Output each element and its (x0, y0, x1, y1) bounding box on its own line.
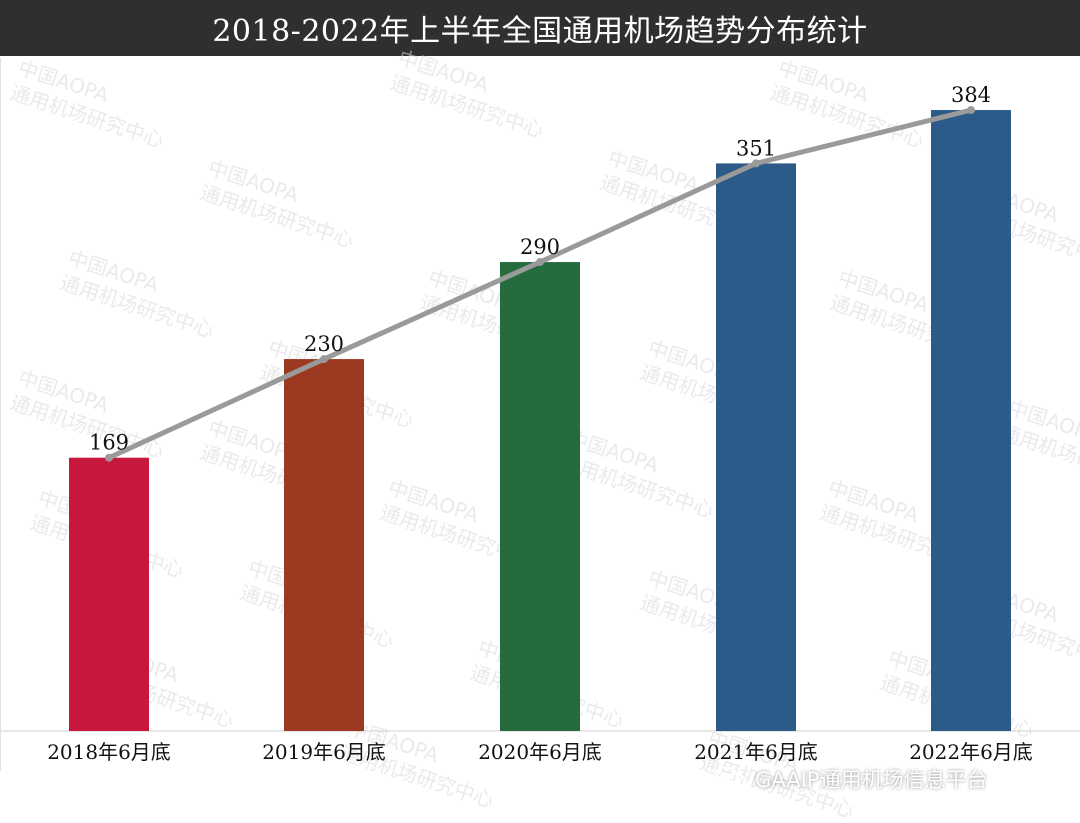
footer-watermark: GAAIP通用机场信息平台 (713, 764, 987, 794)
data-label: 384 (951, 83, 991, 107)
x-tick-label: 2022年6月底 (909, 740, 1033, 764)
bar (284, 359, 364, 731)
bar (69, 457, 149, 731)
data-label: 169 (89, 431, 129, 455)
bar (931, 110, 1011, 732)
footer-text: GAAIP通用机场信息平台 (755, 768, 988, 792)
trend-point (105, 453, 113, 462)
bar (500, 262, 580, 731)
x-tick-label: 2018年6月底 (47, 740, 171, 764)
data-label: 351 (736, 136, 776, 160)
trend-point (752, 159, 760, 168)
x-tick-label: 2019年6月底 (262, 740, 386, 764)
trend-point (536, 258, 544, 267)
chart-title-bar: 2018-2022年上半年全国通用机场趋势分布统计 (0, 0, 1080, 56)
trend-point (320, 355, 328, 364)
x-tick-label: 2021年6月底 (694, 740, 818, 764)
trend-point (967, 106, 975, 115)
x-tick-label: 2020年6月底 (478, 740, 602, 764)
data-label: 230 (304, 332, 344, 356)
bar-chart: 169 230 290 351 384 2018年6月底 2019年6月底 2020年6月底 2… (1, 83, 1080, 764)
data-label: 290 (520, 235, 560, 259)
chart-area: 中国AOPA 通用机场研究中心 中国AOPA 通用机场研究中心 中国AOPA 通用机… (0, 46, 1080, 822)
bar (716, 163, 796, 731)
wechat-icon (713, 766, 746, 791)
chart-title: 2018-2022年上半年全国通用机场趋势分布统计 (212, 14, 868, 49)
